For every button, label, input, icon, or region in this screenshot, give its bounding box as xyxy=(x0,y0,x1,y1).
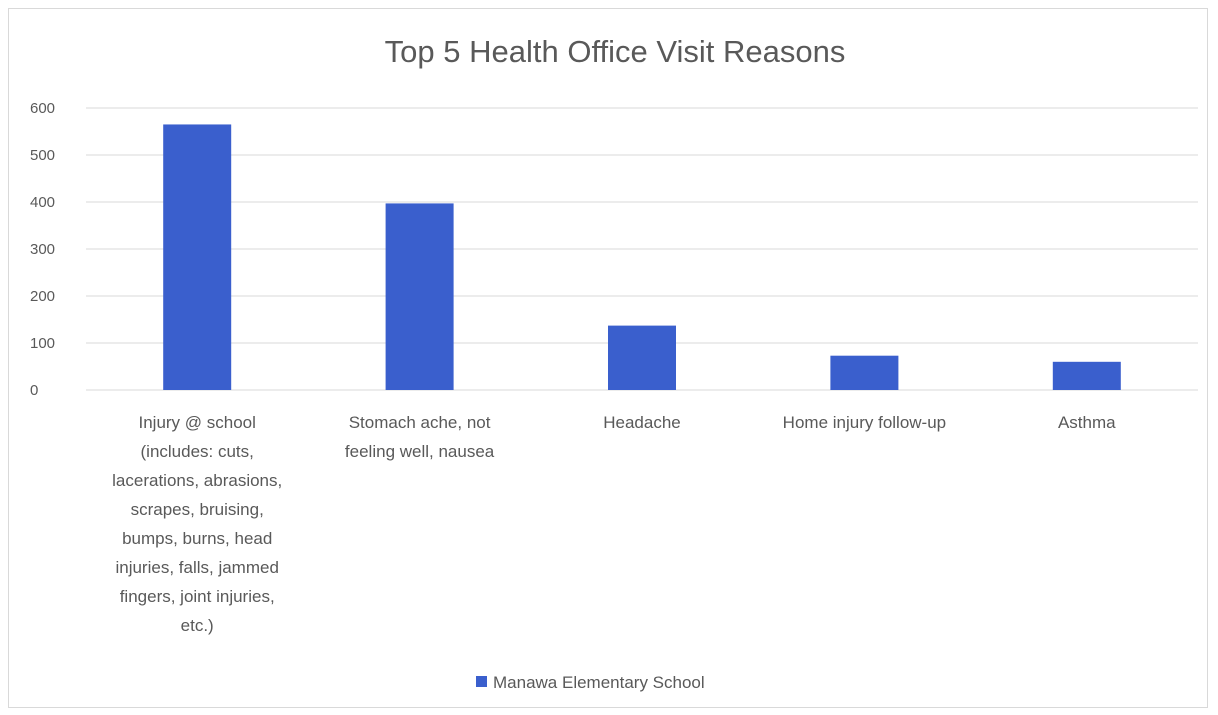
y-tick-label: 400 xyxy=(30,194,55,211)
x-category-label: Headache xyxy=(603,413,681,432)
x-category-label-line: Injury @ school xyxy=(138,413,255,432)
x-category-label-line: Headache xyxy=(603,413,681,432)
x-category-label-line: Stomach ache, not xyxy=(349,413,491,432)
x-category-label: Asthma xyxy=(1058,413,1116,432)
x-category-label: Injury @ school (includes: cuts, laceratio… xyxy=(112,413,282,635)
bar xyxy=(1052,361,1121,390)
bar xyxy=(608,325,676,390)
y-tick-label: 200 xyxy=(30,288,55,305)
x-category-label-line: Asthma xyxy=(1058,413,1116,432)
x-category-label-line: feeling well, nausea xyxy=(345,442,495,461)
bars xyxy=(163,124,1121,390)
bar xyxy=(830,355,899,390)
x-category-label-line: lacerations, abrasions, xyxy=(112,471,282,490)
x-category-label-line: injuries, falls, jammed xyxy=(115,558,278,577)
x-category-label-line: Home injury follow-up xyxy=(783,413,946,432)
x-category-label-line: etc.) xyxy=(181,616,214,635)
y-axis-ticks: 0 100 200 300 400 500 600 xyxy=(30,100,55,399)
x-category-label-line: scrapes, bruising, xyxy=(131,500,264,519)
x-category-label: Home injury follow-up xyxy=(783,413,946,432)
x-category-label: Stomach ache, not feeling well, nausea xyxy=(345,413,495,461)
bar xyxy=(385,203,454,390)
chart-title: Top 5 Health Office Visit Reasons xyxy=(385,34,846,69)
y-tick-label: 100 xyxy=(30,335,55,352)
x-axis-categories: Injury @ school (includes: cuts, laceratio… xyxy=(112,413,1116,635)
x-category-label-line: bumps, burns, head xyxy=(122,529,272,548)
x-category-label-line: (includes: cuts, xyxy=(141,442,254,461)
legend-swatch xyxy=(476,676,487,687)
y-tick-label: 500 xyxy=(30,147,55,164)
legend-label: Manawa Elementary School xyxy=(493,673,705,692)
x-category-label-line: fingers, joint injuries, xyxy=(120,587,275,606)
legend: Manawa Elementary School xyxy=(476,673,705,692)
bar xyxy=(163,124,232,390)
y-tick-label: 600 xyxy=(30,100,55,117)
gridlines xyxy=(86,107,1198,391)
y-tick-label: 0 xyxy=(30,382,38,399)
y-tick-label: 300 xyxy=(30,241,55,258)
